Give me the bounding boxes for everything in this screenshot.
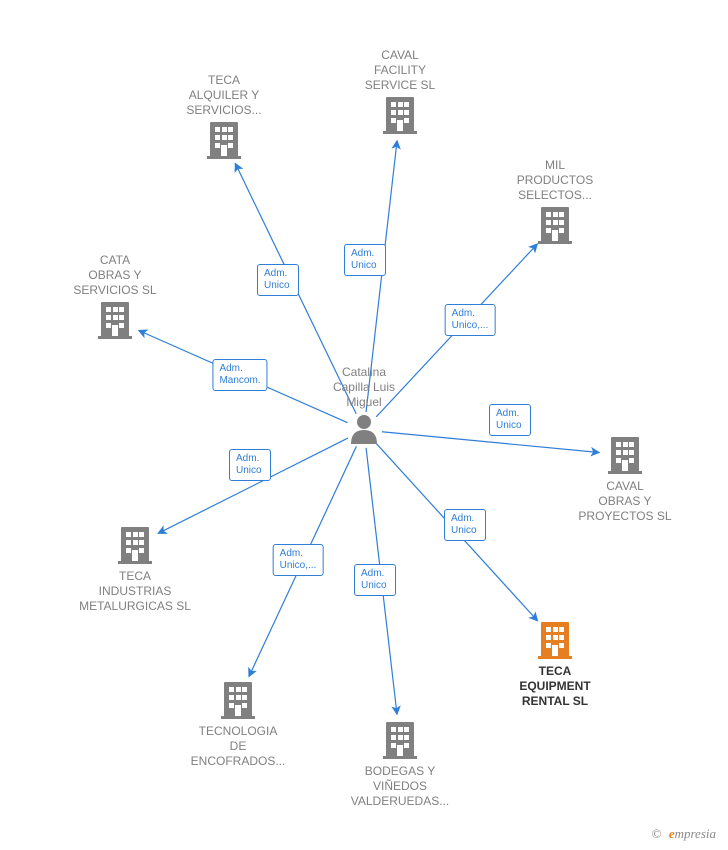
building-icon[interactable] xyxy=(608,437,642,474)
building-icon[interactable] xyxy=(221,682,255,719)
node-label: MILPRODUCTOSSELECTOS... xyxy=(495,158,615,203)
center-node-label: CatalinaCapilla LuisMiguel xyxy=(314,365,414,410)
edge-label: Adm. Unico xyxy=(229,449,271,481)
copyright-symbol: © xyxy=(652,826,662,841)
node-label: CAVALFACILITYSERVICE SL xyxy=(340,48,460,93)
building-icon[interactable] xyxy=(538,622,572,659)
diagram-canvas xyxy=(0,0,728,850)
node-label: CAVALOBRAS YPROYECTOS SL xyxy=(565,479,685,524)
edge-label: Adm. Unico xyxy=(354,564,396,596)
footer-attribution: © empresia xyxy=(652,826,716,842)
building-icon[interactable] xyxy=(207,122,241,159)
edge-label: Adm. Mancom. xyxy=(212,359,267,391)
edge-label: Adm. Unico xyxy=(257,264,299,296)
brand-rest: mpresia xyxy=(675,826,716,841)
building-icon[interactable] xyxy=(538,207,572,244)
building-icon[interactable] xyxy=(383,97,417,134)
person-icon[interactable] xyxy=(351,415,377,444)
edge-label: Adm. Unico xyxy=(444,509,486,541)
node-label: TECAEQUIPMENTRENTAL SL xyxy=(495,664,615,709)
edge-label: Adm. Unico xyxy=(489,404,531,436)
edge-label: Adm. Unico,... xyxy=(445,304,496,336)
node-label: CATAOBRAS YSERVICIOS SL xyxy=(55,253,175,298)
node-label: BODEGAS YVIÑEDOSVALDERUEDAS... xyxy=(340,764,460,809)
node-label: TECNOLOGIADEENCOFRADOS... xyxy=(178,724,298,769)
building-icon[interactable] xyxy=(118,527,152,564)
building-icon[interactable] xyxy=(98,302,132,339)
node-label: TECAINDUSTRIASMETALURGICAS SL xyxy=(75,569,195,614)
edge-label: Adm. Unico,... xyxy=(273,544,324,576)
building-icon[interactable] xyxy=(383,722,417,759)
node-label: TECAALQUILER YSERVICIOS... xyxy=(164,73,284,118)
edge-label: Adm. Unico xyxy=(344,244,386,276)
